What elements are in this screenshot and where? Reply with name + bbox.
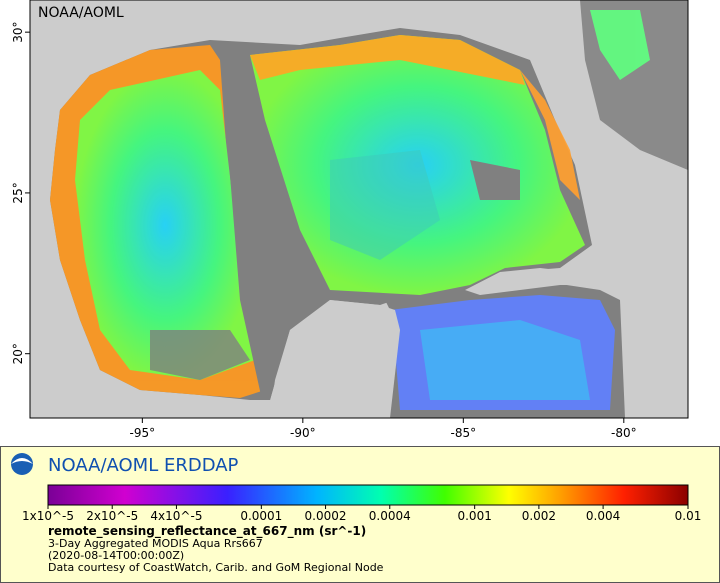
colorbar-tick-label: 0.002 [522,509,556,523]
colorbar-tick-label: 0.0004 [369,509,411,523]
x-tick-label: -95° [130,426,156,440]
noaa-logo-gull [11,458,33,464]
legend-line: (2020-08-14T00:00:00Z) [48,549,184,562]
map-frame [29,0,689,419]
legend-line: Data courtesy of CoastWatch, Carib. and … [48,561,384,574]
colorbar-tick-label: 0.01 [675,509,702,523]
cuba [465,268,600,295]
noaa-logo [11,453,33,475]
colorbar-tick-label: 1x10^-5 [22,509,74,523]
axes: -95° -90° -85° -80° 20° 25° 30° [11,22,637,440]
swath-gap [220,50,298,400]
colorbar [47,484,689,506]
colorbar-tick-label: 4x10^-5 [150,509,202,523]
legend-title: NOAA/AOML ERDDAP [48,455,239,476]
yucatan [270,300,400,418]
map-credit: NOAA/AOML [38,5,124,21]
colorbar-tick-label: 0.001 [457,509,491,523]
y-tick-label: 30° [11,22,25,43]
legend-panel [0,446,720,583]
x-tick-label: -80° [611,426,637,440]
colorbar-tick-label: 0.004 [586,509,620,523]
legend-line: 3-Day Aggregated MODIS Aqua Rrs667 [48,537,263,550]
x-tick-label: -90° [290,426,316,440]
y-tick-label: 25° [11,182,25,203]
colorbar-tick-label: 2x10^-5 [86,509,138,523]
x-tick-label: -85° [451,426,477,440]
colorbar-tick-label: 0.0001 [240,509,282,523]
reflectance-field [50,10,650,410]
variable-name: remote_sensing_reflectance_at_667_nm (sr… [48,524,366,539]
y-tick-label: 20° [11,343,25,364]
credit-box [33,2,133,22]
colorbar-ticks: 1x10^-5 2x10^-5 4x10^-5 0.0001 0.0002 0.0004 0… [22,505,701,523]
colorbar-tick-label: 0.0002 [305,509,347,523]
